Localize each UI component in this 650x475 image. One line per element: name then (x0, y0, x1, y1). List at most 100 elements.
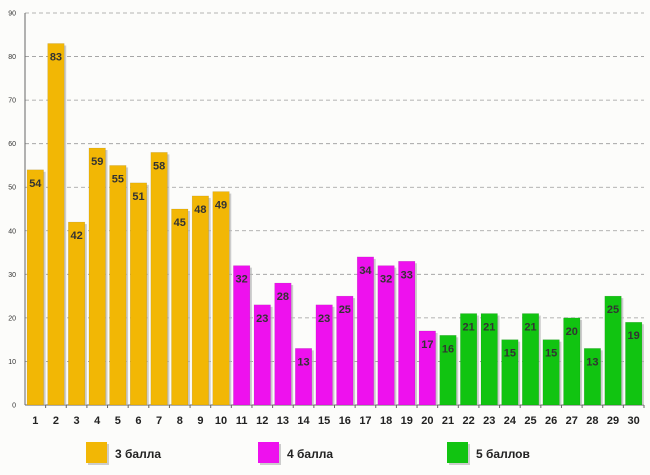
bar (604, 295, 622, 406)
bar-data-label: 58 (153, 160, 165, 172)
bar-data-label: 28 (277, 291, 289, 303)
bar-data-label: 13 (586, 356, 598, 368)
x-tick-label: 21 (442, 415, 454, 427)
x-tick-label: 20 (421, 415, 433, 427)
x-tick-label: 18 (380, 415, 392, 427)
bar (295, 348, 313, 406)
bar-data-label: 33 (401, 269, 413, 281)
x-tick-label: 12 (256, 415, 268, 427)
bar-data-label: 55 (112, 173, 124, 185)
bar-data-label: 34 (359, 265, 372, 277)
y-tick-label: 40 (8, 228, 16, 235)
x-tick-label: 13 (277, 415, 289, 427)
bar-data-label: 23 (318, 313, 330, 325)
bar (439, 335, 457, 406)
bar (315, 304, 333, 406)
bar (253, 304, 271, 406)
legend-label: 3 балла (115, 447, 161, 461)
x-tick-label: 5 (115, 415, 121, 427)
x-tick-label: 2 (53, 415, 59, 427)
y-tick-label: 0 (12, 403, 16, 410)
bar (336, 295, 354, 406)
bar-data-label: 15 (545, 348, 557, 360)
x-tick-label: 16 (339, 415, 351, 427)
legend-swatch (447, 442, 468, 463)
legend-label: 5 баллов (476, 447, 530, 461)
x-tick-label: 23 (483, 415, 495, 427)
bar (356, 256, 374, 406)
bar-data-label: 59 (91, 156, 103, 168)
x-tick-label: 14 (297, 415, 310, 427)
bar (542, 339, 560, 406)
y-tick-label: 20 (8, 315, 16, 322)
x-tick-label: 4 (94, 415, 101, 427)
bar (88, 147, 106, 406)
bar-data-label: 23 (256, 313, 268, 325)
bar (480, 313, 498, 406)
y-tick-label: 90 (8, 11, 16, 18)
bar (212, 191, 230, 406)
bar (26, 169, 44, 406)
bar (418, 330, 436, 406)
y-tick-label: 10 (8, 359, 16, 366)
bar-data-label: 21 (483, 322, 495, 334)
x-tick-label: 27 (566, 415, 578, 427)
bar (460, 313, 478, 406)
x-tick-label: 10 (215, 415, 227, 427)
bar (501, 339, 519, 406)
x-tick-label: 24 (504, 415, 517, 427)
bar (522, 313, 540, 406)
x-tick-label: 9 (197, 415, 203, 427)
bar-data-label: 25 (339, 304, 351, 316)
y-tick-label: 60 (8, 141, 16, 148)
bar-data-label: 54 (29, 178, 42, 190)
bar-data-label: 32 (380, 274, 392, 286)
legend-label: 4 балла (287, 447, 333, 461)
x-tick-label: 17 (359, 415, 371, 427)
bar (625, 321, 643, 406)
bar (129, 182, 147, 406)
bar (171, 208, 189, 406)
bar (233, 265, 251, 406)
x-tick-label: 28 (586, 415, 598, 427)
y-tick-label: 50 (8, 185, 16, 192)
x-tick-label: 8 (177, 415, 183, 427)
bar (583, 348, 601, 406)
x-tick-label: 25 (524, 415, 536, 427)
bar-data-label: 16 (442, 343, 454, 355)
bar-data-label: 17 (421, 339, 433, 351)
x-tick-label: 26 (545, 415, 557, 427)
x-tick-label: 15 (318, 415, 330, 427)
x-tick-label: 19 (401, 415, 413, 427)
bar (398, 261, 416, 406)
bar-data-label: 25 (607, 304, 619, 316)
bar (109, 165, 127, 406)
bar-data-label: 20 (566, 326, 578, 338)
bar-data-label: 21 (524, 322, 536, 334)
x-tick-label: 6 (135, 415, 141, 427)
y-tick-label: 30 (8, 272, 16, 279)
bar (150, 152, 168, 406)
x-tick-label: 30 (628, 415, 640, 427)
bar (377, 265, 395, 406)
bar-data-label: 13 (297, 356, 309, 368)
legend-swatch (258, 442, 279, 463)
x-tick-label: 11 (236, 415, 248, 427)
bar (47, 43, 65, 406)
bar (68, 221, 86, 406)
x-tick-label: 22 (462, 415, 474, 427)
bar-data-label: 15 (504, 348, 516, 360)
bar (274, 282, 292, 406)
bar-data-label: 83 (50, 51, 62, 63)
x-tick-label: 29 (607, 415, 619, 427)
bar-data-label: 32 (236, 274, 248, 286)
bar-data-label: 49 (215, 200, 227, 212)
y-tick-label: 80 (8, 54, 16, 61)
bar-data-label: 51 (132, 191, 144, 203)
x-tick-label: 7 (156, 415, 162, 427)
legend-swatch (86, 442, 107, 463)
x-tick-label: 1 (32, 415, 38, 427)
bar (563, 317, 581, 406)
